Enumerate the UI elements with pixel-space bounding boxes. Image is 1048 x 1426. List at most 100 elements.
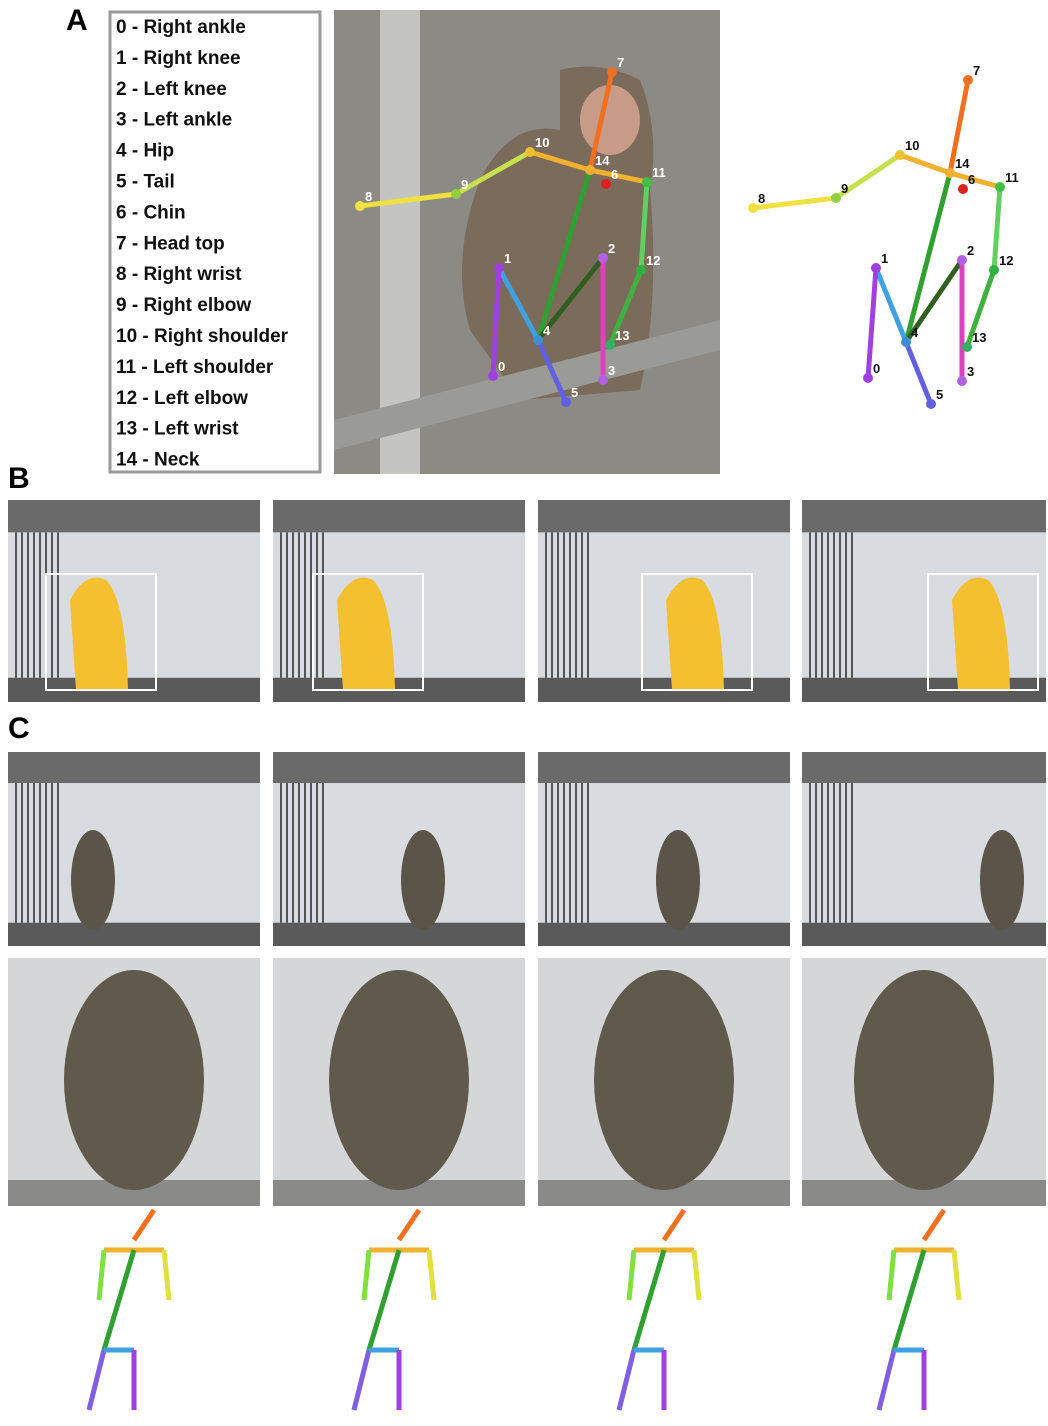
joint — [525, 147, 535, 157]
keypoint-label: 6 - Chin — [116, 202, 186, 223]
monkey-zoom — [329, 970, 469, 1190]
joint-label: 2 — [967, 243, 974, 258]
ceiling — [538, 752, 790, 783]
figure: A B C 0 - Right ankle 1 - Right knee 2 - L… — [0, 0, 1048, 1426]
stick — [634, 1250, 664, 1350]
joint-label: 5 — [571, 385, 578, 400]
floor — [273, 923, 525, 946]
joint-label: 13 — [615, 328, 629, 343]
keypoint-label: 5 - Tail — [116, 172, 175, 193]
stick — [889, 1250, 894, 1300]
monkey — [980, 830, 1024, 930]
keypoint-label: 2 - Left knee — [116, 79, 227, 100]
stick — [664, 1210, 684, 1240]
stick — [629, 1250, 634, 1300]
joint — [963, 75, 973, 85]
keypoint-label: 10 - Right shoulder — [116, 326, 289, 347]
stick — [619, 1350, 634, 1410]
joint-label: 3 — [967, 364, 974, 379]
joint — [895, 150, 905, 160]
joint — [561, 397, 571, 407]
joint — [957, 255, 967, 265]
ceiling — [538, 500, 790, 532]
joint — [831, 193, 841, 203]
frames — [8, 500, 1046, 1410]
joint — [494, 263, 504, 273]
stick — [164, 1250, 169, 1300]
joint-label: 14 — [955, 156, 970, 171]
bone — [900, 155, 950, 173]
joint-label: 0 — [498, 359, 505, 374]
joint — [607, 67, 617, 77]
bone — [906, 173, 950, 342]
joint — [901, 337, 911, 347]
joint — [945, 168, 955, 178]
keypoint-label: 14 - Neck — [116, 450, 200, 471]
keypoint-label: 4 - Hip — [116, 141, 174, 162]
joint-label: 12 — [646, 253, 660, 268]
joint — [598, 375, 608, 385]
ceiling — [8, 500, 260, 532]
photo — [334, 10, 720, 474]
joint — [958, 184, 968, 194]
monkey-zoom — [594, 970, 734, 1190]
joint-label: 0 — [873, 361, 880, 376]
joint-label: 2 — [608, 241, 615, 256]
joint-label: 8 — [758, 191, 765, 206]
keypoint-label: 12 - Left elbow — [116, 388, 248, 409]
stick — [954, 1250, 959, 1300]
keypoint-label: 0 - Right ankle — [116, 17, 246, 38]
joint — [355, 201, 365, 211]
joint — [989, 265, 999, 275]
monkey — [71, 830, 115, 930]
floor — [538, 923, 790, 946]
bone — [876, 268, 906, 342]
joint — [451, 189, 461, 199]
monkey — [656, 830, 700, 930]
stick — [134, 1210, 154, 1240]
joint — [748, 203, 758, 213]
joint-label: 6 — [968, 172, 975, 187]
floor — [8, 923, 260, 946]
stick — [399, 1210, 419, 1240]
stick — [354, 1350, 369, 1410]
stick — [89, 1350, 104, 1410]
joint — [995, 182, 1005, 192]
joint-label: 1 — [881, 251, 888, 266]
joint-label: 9 — [461, 177, 468, 192]
joint-label: 4 — [543, 323, 551, 338]
keypoint-label: 1 - Right knee — [116, 48, 241, 69]
stick — [429, 1250, 434, 1300]
joint — [871, 263, 881, 273]
joint — [598, 253, 608, 263]
joint — [642, 177, 652, 187]
stick — [879, 1350, 894, 1410]
joint-label: 13 — [972, 330, 986, 345]
keypoint-label: 3 - Left ankle — [116, 110, 232, 131]
panel-label: C — [8, 712, 30, 745]
ceiling — [8, 752, 260, 783]
joint-label: 10 — [535, 135, 549, 150]
joint — [636, 265, 646, 275]
panel-label: B — [8, 462, 30, 495]
panel-label: A — [66, 4, 88, 37]
joint — [533, 335, 543, 345]
joint-label: 6 — [611, 167, 618, 182]
monkey-zoom — [64, 970, 204, 1190]
joint-label: 12 — [999, 253, 1013, 268]
joint-label: 11 — [652, 165, 666, 180]
joint-label: 14 — [595, 153, 610, 168]
keypoint-label: 8 - Right wrist — [116, 264, 242, 285]
stick — [364, 1250, 369, 1300]
joint-label: 9 — [841, 181, 848, 196]
joint-label: 10 — [905, 138, 919, 153]
stick — [924, 1210, 944, 1240]
ceiling — [273, 752, 525, 783]
joint-label: 11 — [1005, 170, 1019, 185]
stick — [99, 1250, 104, 1300]
bone — [753, 198, 836, 208]
joint — [601, 179, 611, 189]
keypoint-label: 11 - Left shoulder — [116, 357, 274, 378]
skeleton-diagram: 01234567891011121314 — [748, 63, 1019, 409]
stick — [694, 1250, 699, 1300]
